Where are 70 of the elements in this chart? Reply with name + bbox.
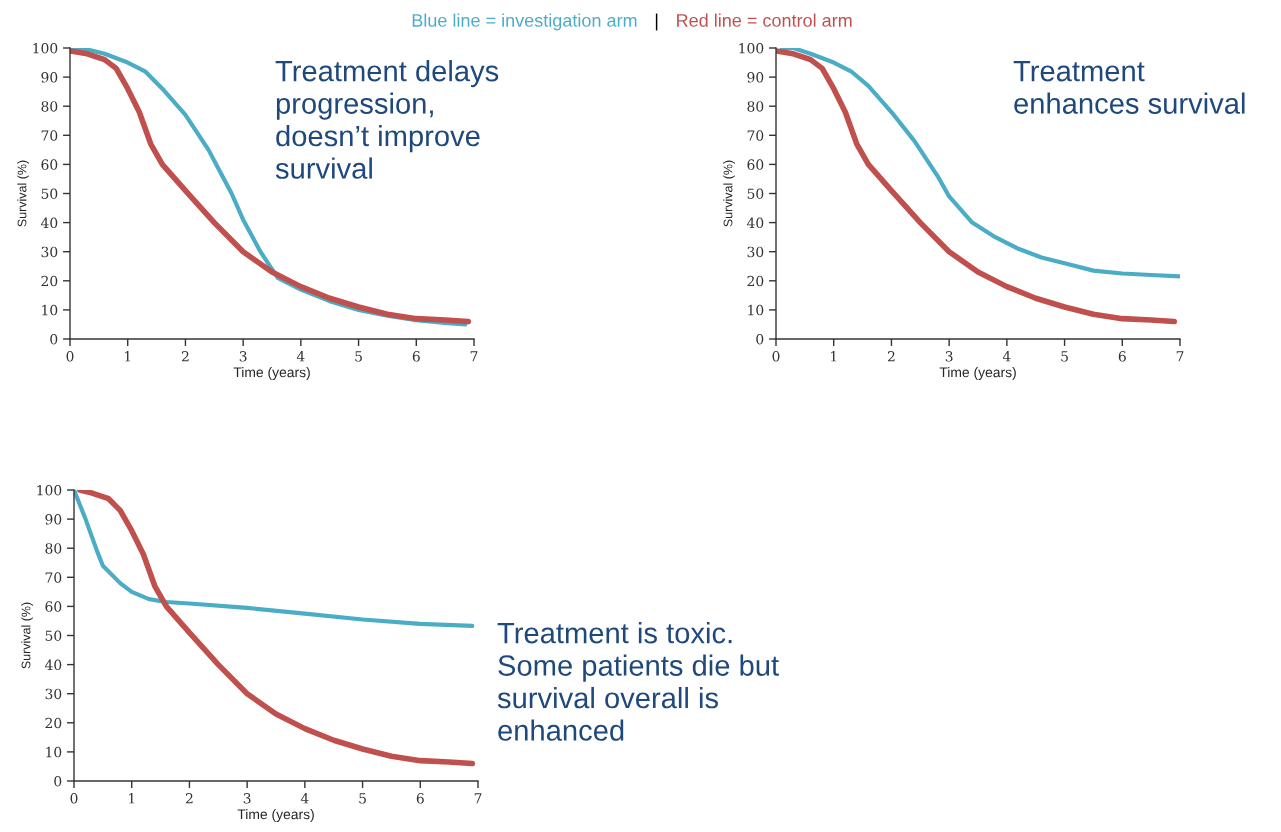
y-tick-label: 30	[747, 246, 764, 258]
x-tick-label: 5	[355, 351, 362, 362]
x-tick-label: 0	[772, 351, 780, 362]
y-tick-label: 70	[45, 572, 62, 583]
y-tick-label: 80	[45, 543, 62, 554]
x-tick-label: 2	[185, 793, 193, 804]
x-tick-label: 7	[1176, 351, 1184, 362]
x-tick-label: 3	[243, 793, 251, 804]
y-tick-label: 90	[41, 72, 58, 83]
annotation: Treatment delays progression, doesn’t improve survival	[275, 60, 499, 179]
x-tick-label: 7	[474, 793, 482, 804]
y-tick-label: 80	[41, 101, 58, 112]
x-tick-label: 4	[296, 351, 305, 362]
y-tick-label: 50	[41, 188, 58, 199]
x-tick-label: 2	[181, 351, 189, 362]
y-tick-label: 10	[46, 746, 62, 758]
y-tick-label: 40	[40, 217, 58, 229]
annotation: Treatment enhances survival	[1013, 61, 1245, 114]
y-tick-label: 90	[45, 514, 62, 525]
y-tick-label: 100	[739, 42, 764, 54]
x-tick-label: 1	[124, 351, 131, 362]
y-tick-label: 70	[747, 130, 764, 141]
y-tick-label: 30	[45, 688, 62, 700]
x-axis-title: Time (years)	[237, 809, 314, 822]
x-tick-label: 6	[412, 351, 420, 362]
x-tick-label: 6	[1118, 351, 1126, 362]
x-tick-label: 7	[470, 351, 478, 362]
y-tick-label: 60	[45, 601, 62, 612]
x-tick-label: 1	[128, 793, 135, 804]
x-tick-label: 4	[1002, 351, 1011, 362]
y-tick-label: 30	[41, 246, 58, 258]
y-tick-label: 0	[54, 775, 62, 787]
x-tick-label: 2	[887, 351, 895, 362]
y-tick-label: 20	[41, 275, 58, 287]
y-tick-label: 60	[41, 159, 58, 170]
y-tick-label: 40	[44, 659, 62, 671]
y-tick-label: 90	[747, 72, 764, 83]
text: Treatment is toxic. Some patients die but survival overall is enhanced	[497, 622, 779, 741]
line-series	[74, 490, 475, 628]
x-tick-label: 4	[300, 793, 309, 804]
text: Red line = control arm	[677, 13, 852, 27]
y-tick-label: 20	[45, 717, 62, 729]
x-axis-title: Time (years)	[939, 367, 1016, 380]
y-tick-label: 0	[50, 333, 58, 345]
x-tick-label: 0	[70, 793, 78, 804]
x-tick-label: 3	[945, 351, 953, 362]
text: Blue line = investigation arm	[412, 13, 637, 31]
x-tick-label: 6	[416, 793, 424, 804]
y-tick-label: 100	[37, 484, 62, 496]
y-tick-label: 40	[746, 217, 764, 229]
y-tick-label: 60	[747, 159, 764, 170]
y-tick-label: 10	[748, 304, 764, 316]
y-tick-label: 50	[747, 188, 764, 199]
text: |	[655, 13, 658, 31]
x-tick-label: 1	[830, 351, 837, 362]
y-tick-label: 20	[747, 275, 764, 287]
y-tick-label: 100	[33, 42, 58, 54]
y-tick-label: 50	[45, 630, 62, 641]
x-axis-title: Time (years)	[233, 367, 310, 380]
y-axis-title: Survival (%)	[21, 602, 33, 669]
y-tick-label: 80	[747, 101, 764, 112]
x-tick-label: 0	[66, 351, 74, 362]
x-tick-label: 5	[359, 793, 366, 804]
y-tick-label: 10	[42, 304, 58, 316]
y-tick-label: 0	[756, 333, 764, 345]
y-axis-title: Survival (%)	[17, 160, 29, 227]
y-tick-label: 70	[41, 130, 58, 141]
x-tick-label: 3	[239, 351, 247, 362]
x-tick-label: 5	[1061, 351, 1068, 362]
y-axis-title: Survival (%)	[723, 160, 735, 227]
